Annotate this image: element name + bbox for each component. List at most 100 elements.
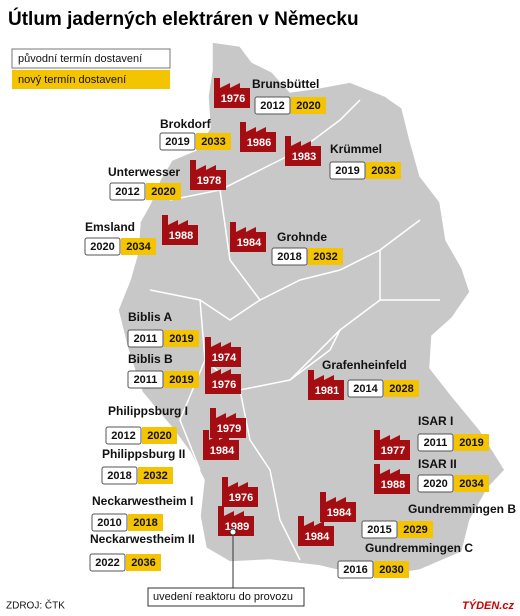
plant-name: Unterwesser [108, 165, 180, 179]
new-year: 2019 [169, 333, 193, 345]
reactor-icon [214, 78, 250, 108]
new-year: 2033 [201, 136, 225, 148]
reactor-icon [205, 337, 241, 367]
new-box [164, 330, 199, 347]
start-year: 1978 [197, 175, 221, 187]
original-year: 2019 [335, 165, 359, 177]
plant-name: Brunsbüttel [252, 77, 319, 91]
original-year: 2015 [367, 524, 391, 536]
new-year: 2032 [143, 470, 167, 482]
plant: 1989 Neckarwestheim II 2022 2036 [89, 506, 254, 572]
start-year: 1976 [212, 379, 236, 391]
original-box [127, 329, 164, 348]
new-box [196, 133, 231, 150]
new-box [291, 97, 326, 114]
original-year: 2011 [134, 374, 158, 386]
reactor-icon [190, 160, 226, 190]
original-box [271, 247, 308, 266]
callout-dot [229, 528, 237, 536]
plant: 1984 Gundremmingen C 2016 2030 [298, 516, 473, 579]
plant: 1977 ISAR I 2011 2019 [374, 414, 489, 460]
plant-name: ISAR I [418, 414, 453, 428]
new-box [398, 521, 433, 538]
reactor-icon [205, 364, 241, 394]
original-year: 2016 [343, 564, 367, 576]
plant: 1988 ISAR II 2020 2034 [374, 457, 489, 494]
new-box [128, 514, 163, 531]
reactor-icon [203, 430, 239, 460]
brand: TÝDEN.cz [462, 599, 514, 612]
new-year: 2029 [403, 524, 427, 536]
original-box [347, 379, 384, 398]
plant-name: Biblis A [128, 310, 173, 324]
original-year: 2011 [424, 437, 448, 449]
new-box [374, 561, 409, 578]
plant-name: Neckarwestheim II [90, 532, 195, 546]
original-year: 2019 [165, 136, 189, 148]
original-box [127, 370, 164, 389]
plant-name: Krümmel [330, 142, 382, 156]
original-box [254, 96, 291, 115]
start-year: 1984 [305, 531, 330, 543]
reactor-icon [320, 492, 356, 522]
reactor-icon [374, 430, 410, 460]
start-year: 1988 [381, 479, 405, 491]
new-year: 2019 [169, 374, 193, 386]
start-year: 1988 [169, 230, 193, 242]
start-year: 1984 [327, 507, 352, 519]
plant: 1976 Brunsbüttel 2012 2020 [214, 77, 326, 115]
plant: 1984 Grohnde 2018 2032 [230, 222, 343, 266]
new-year: 2034 [126, 241, 151, 253]
original-box [91, 513, 128, 532]
original-year: 2018 [277, 251, 301, 263]
original-year: 2020 [90, 241, 114, 253]
new-year: 2034 [459, 478, 484, 490]
new-year: 2028 [389, 383, 413, 395]
new-year: 2036 [131, 557, 155, 569]
start-year: 1989 [225, 521, 249, 533]
original-box [417, 474, 454, 493]
title: Útlum jaderných elektráren v Německu [8, 8, 359, 30]
plant-name: Gundremmingen C [365, 541, 473, 555]
original-box [101, 466, 138, 485]
reactor-icon [222, 477, 258, 507]
new-box [126, 554, 161, 571]
original-year: 2014 [353, 383, 378, 395]
reactor-icon [230, 222, 266, 252]
reactor-icon [285, 136, 321, 166]
plant-name: Gundremmingen B [408, 502, 516, 516]
plant: 1986 Brokdorf 2019 2033 [159, 117, 276, 152]
original-year: 2022 [95, 557, 119, 569]
original-year: 2012 [115, 186, 139, 198]
start-year: 1984 [237, 237, 262, 249]
plant: 1976 Neckarwestheim I 2010 2018 [91, 477, 258, 532]
plant-name: Grohnde [277, 230, 327, 244]
plant-name: Philippsburg II [102, 447, 185, 461]
plant-name: Biblis B [128, 352, 173, 366]
plant: 1988 Emsland 2020 2034 [84, 215, 198, 256]
new-year: 2020 [151, 186, 175, 198]
start-year: 1976 [221, 93, 245, 105]
original-box [84, 237, 121, 256]
new-box [146, 183, 181, 200]
start-year: 1979 [217, 423, 241, 435]
plant: 1974 Biblis A 2011 2019 [127, 310, 241, 367]
reactor-icon [308, 370, 344, 400]
new-box [366, 162, 401, 179]
original-year: 2018 [107, 470, 131, 482]
plant: 1979 Philippsburg I 2012 2020 [105, 404, 246, 445]
original-year: 2020 [423, 478, 447, 490]
start-year: 1986 [247, 137, 271, 149]
new-year: 2020 [296, 100, 320, 112]
original-box [361, 520, 398, 539]
plant: 1981 Grafenheinfeld 2014 2028 [308, 358, 419, 400]
original-box [417, 433, 454, 452]
new-year: 2019 [459, 437, 483, 449]
original-year: 2012 [260, 100, 284, 112]
plant-name: Neckarwestheim I [92, 494, 193, 508]
legend-original-box [11, 48, 171, 69]
reactor-icon [374, 464, 410, 494]
original-box [159, 132, 196, 151]
